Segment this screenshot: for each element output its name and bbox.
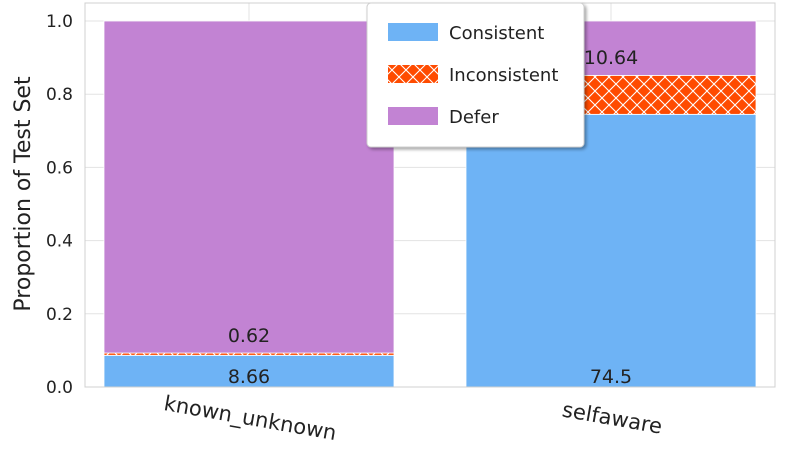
y-tick-label: 1.0 bbox=[46, 12, 73, 32]
bar-segment-consistent bbox=[465, 113, 757, 388]
data-label: 8.66 bbox=[228, 366, 270, 388]
y-tick-label: 0.6 bbox=[46, 158, 73, 178]
y-tick-label: 0.2 bbox=[46, 305, 73, 325]
data-label: 10.64 bbox=[584, 47, 638, 69]
data-labels: 8.66 0.62 74.5 10.64 bbox=[228, 47, 638, 388]
y-tick-label: 0.4 bbox=[46, 232, 73, 252]
legend-label: Consistent bbox=[449, 23, 544, 44]
x-tick-label: selfaware bbox=[560, 398, 664, 439]
legend: Consistent Inconsistent Defer bbox=[366, 2, 585, 148]
legend-swatch-defer bbox=[388, 107, 438, 125]
bars bbox=[103, 20, 757, 388]
legend-label: Inconsistent bbox=[449, 65, 558, 86]
bar-segment-consistent bbox=[103, 354, 395, 388]
data-label: 74.5 bbox=[590, 366, 632, 388]
legend-swatch-inconsistent bbox=[388, 65, 438, 83]
bar-segment-defer bbox=[103, 20, 395, 354]
x-tick-label: known_unknown bbox=[162, 391, 338, 446]
legend-swatch-consistent bbox=[388, 23, 438, 41]
y-axis-label: Proportion of Test Set bbox=[11, 76, 36, 312]
data-label: 0.62 bbox=[228, 325, 270, 347]
y-tick-label: 0.8 bbox=[46, 85, 73, 105]
legend-label: Defer bbox=[449, 107, 499, 128]
y-tick-label: 0.0 bbox=[46, 378, 73, 398]
